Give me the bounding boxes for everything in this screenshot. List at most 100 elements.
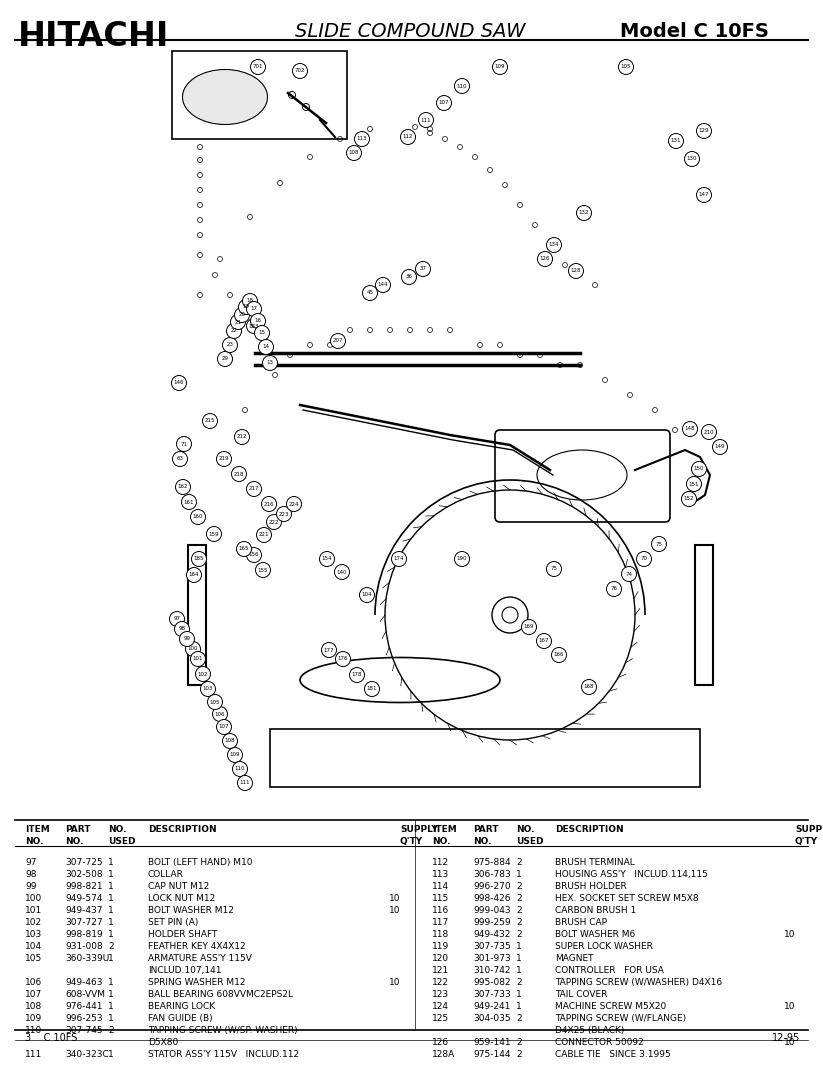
Text: TAPPING SCREW (W/SP. WASHER): TAPPING SCREW (W/SP. WASHER) — [148, 1026, 298, 1035]
Text: CABLE TIE   SINCE 3.1995: CABLE TIE SINCE 3.1995 — [555, 1050, 671, 1059]
Circle shape — [696, 124, 712, 139]
Text: 105: 105 — [25, 954, 42, 963]
Text: 126: 126 — [540, 257, 551, 261]
Text: 307-733: 307-733 — [473, 990, 511, 999]
Text: 110: 110 — [235, 766, 245, 772]
Text: 105: 105 — [621, 64, 631, 70]
Circle shape — [202, 414, 217, 429]
Text: 15: 15 — [258, 330, 266, 335]
Text: SET PIN (A): SET PIN (A) — [148, 918, 198, 927]
Text: TAPPING SCREW (W/FLANGE): TAPPING SCREW (W/FLANGE) — [555, 1014, 686, 1023]
Text: 63: 63 — [176, 457, 184, 461]
Circle shape — [207, 527, 221, 542]
Text: 217: 217 — [249, 487, 259, 491]
Text: 97: 97 — [174, 616, 180, 621]
Text: 110: 110 — [25, 1026, 42, 1035]
Text: D4X25 (BLACK): D4X25 (BLACK) — [555, 1026, 625, 1035]
Text: 174: 174 — [393, 557, 404, 561]
Circle shape — [255, 562, 271, 577]
Bar — [15, 820, 808, 1045]
Text: 215: 215 — [205, 418, 216, 424]
Text: 128: 128 — [570, 269, 581, 273]
Text: 112: 112 — [402, 134, 413, 140]
Text: 164: 164 — [188, 573, 199, 577]
Text: BEARING LOCK: BEARING LOCK — [148, 1002, 215, 1010]
Text: 998-426: 998-426 — [473, 894, 510, 903]
Text: BRUSH TERMINAL: BRUSH TERMINAL — [555, 858, 635, 868]
Text: INCLUD.107,141: INCLUD.107,141 — [148, 966, 221, 975]
Circle shape — [392, 551, 407, 567]
Text: 10: 10 — [388, 978, 400, 987]
Circle shape — [537, 633, 551, 648]
Text: 29: 29 — [221, 357, 229, 361]
Text: 1: 1 — [108, 918, 114, 927]
Text: 999-043: 999-043 — [473, 906, 510, 915]
Circle shape — [226, 324, 241, 339]
Text: 140: 140 — [337, 570, 347, 574]
Text: 108: 108 — [349, 151, 360, 156]
Text: 37: 37 — [420, 267, 426, 272]
Circle shape — [582, 679, 597, 694]
Text: 129: 129 — [699, 129, 709, 133]
Text: 22: 22 — [230, 329, 238, 333]
Text: CONTROLLER   FOR USA: CONTROLLER FOR USA — [555, 966, 664, 975]
Circle shape — [250, 59, 266, 74]
Text: 1: 1 — [108, 870, 114, 879]
Text: 210: 210 — [704, 430, 714, 434]
Text: 310-742: 310-742 — [473, 966, 510, 975]
Text: 162: 162 — [178, 485, 188, 489]
Text: 112: 112 — [432, 858, 449, 868]
Text: 307-745: 307-745 — [65, 1026, 103, 1035]
Text: 181: 181 — [367, 687, 377, 691]
Circle shape — [436, 96, 452, 111]
Text: 212: 212 — [237, 434, 247, 440]
Text: PART: PART — [65, 825, 91, 834]
Text: 109: 109 — [230, 752, 240, 758]
Text: 101: 101 — [193, 657, 203, 661]
Text: 131: 131 — [671, 139, 681, 143]
Text: 14: 14 — [263, 344, 269, 349]
Circle shape — [619, 59, 634, 74]
Circle shape — [303, 103, 309, 111]
Text: 144: 144 — [378, 283, 388, 287]
Text: 17: 17 — [250, 306, 258, 312]
Text: 160: 160 — [193, 515, 203, 519]
Circle shape — [247, 482, 262, 497]
Text: DESCRIPTION: DESCRIPTION — [148, 825, 216, 834]
Text: 10: 10 — [388, 906, 400, 915]
Text: 1: 1 — [108, 894, 114, 903]
Text: 2: 2 — [516, 1038, 522, 1047]
Text: 99: 99 — [184, 636, 190, 642]
Circle shape — [551, 647, 566, 662]
Text: 702: 702 — [295, 69, 305, 73]
Circle shape — [636, 551, 652, 567]
Text: 10: 10 — [783, 930, 795, 938]
Circle shape — [569, 263, 584, 278]
Text: 97: 97 — [25, 858, 36, 868]
Text: 134: 134 — [549, 243, 560, 247]
Circle shape — [292, 63, 308, 78]
Text: FAN GUIDE (B): FAN GUIDE (B) — [148, 1014, 212, 1023]
Text: 102: 102 — [198, 672, 208, 676]
Circle shape — [362, 286, 378, 301]
Circle shape — [334, 564, 350, 579]
Circle shape — [346, 145, 361, 160]
Text: 998-821: 998-821 — [65, 882, 103, 891]
Circle shape — [170, 612, 184, 627]
Circle shape — [187, 568, 202, 583]
Text: 1: 1 — [108, 1014, 114, 1023]
Text: 949-432: 949-432 — [473, 930, 510, 938]
Text: COLLAR: COLLAR — [148, 870, 184, 879]
Text: HOLDER SHAFT: HOLDER SHAFT — [148, 930, 217, 938]
Text: 107: 107 — [439, 100, 449, 105]
Circle shape — [277, 506, 291, 521]
Text: 2: 2 — [108, 942, 114, 951]
Circle shape — [668, 133, 683, 148]
Circle shape — [454, 78, 469, 94]
Text: NO.: NO. — [25, 837, 44, 846]
Text: 113: 113 — [432, 870, 449, 879]
Text: 996-270: 996-270 — [473, 882, 510, 891]
Text: 109: 109 — [495, 64, 505, 70]
Text: 146: 146 — [174, 381, 184, 386]
Text: 1: 1 — [516, 942, 522, 951]
